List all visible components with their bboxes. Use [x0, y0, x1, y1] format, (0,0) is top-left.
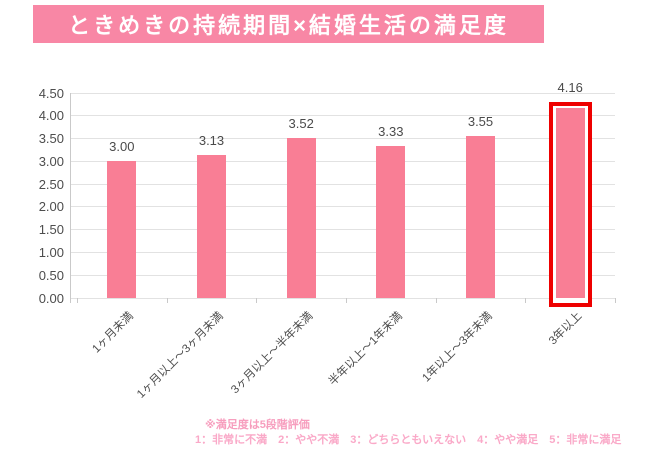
gridline-y [70, 92, 615, 94]
x-axis-tick [166, 298, 168, 303]
bar [107, 161, 137, 298]
y-axis-tick-label: 3.00 [38, 153, 64, 169]
x-axis-category-label: 1ヶ月以上〜3ヶ月未満 [135, 310, 226, 401]
y-axis-tick-label: 2.00 [38, 199, 64, 215]
gridline-y [70, 206, 615, 208]
bar-value-label: 3.13 [198, 133, 225, 149]
bar-value-label: 4.16 [557, 80, 583, 96]
x-axis-tick [77, 298, 78, 303]
bar [376, 146, 406, 298]
bar [555, 108, 585, 298]
x-axis-category-label: 1年以上〜3年未満 [420, 310, 495, 385]
bar-value-label: 3.52 [288, 115, 314, 131]
bar [197, 155, 226, 298]
chart-title: ときめきの持続期間×結婚生活の満足度 [68, 13, 509, 38]
x-axis-category-label: 3年以上 [547, 310, 585, 348]
bar [286, 137, 316, 298]
gridline-y [70, 251, 615, 253]
gridline-y [70, 160, 615, 162]
chart-title-banner: ときめきの持続期間×結婚生活の満足度 [33, 5, 544, 43]
y-axis-tick-label: 0.50 [38, 267, 64, 283]
y-axis-line [70, 93, 71, 303]
bar-value-label: 3.33 [378, 124, 404, 140]
bar [466, 136, 495, 298]
y-axis-tick-label: 1.50 [38, 222, 64, 238]
x-axis-tick [525, 298, 527, 303]
gridline-y [70, 183, 615, 185]
x-axis-tick [435, 298, 437, 303]
y-axis-tick-label: 1.00 [38, 244, 64, 260]
gridline-y [70, 297, 615, 299]
bar-value-label: 3.55 [467, 114, 494, 130]
x-axis-tick [615, 298, 616, 303]
y-axis-tick-label: 4.00 [38, 108, 64, 124]
x-axis-tick [256, 298, 258, 303]
footnote-scale-legend: 1：非常に不満 2：やや不満 3：どちらともいえない 4：やや満足 5：非常に満… [195, 434, 622, 446]
x-axis-tick [346, 298, 347, 303]
x-axis-category-label: 1ヶ月未満 [90, 310, 137, 356]
y-axis-tick-label: 0.00 [38, 290, 64, 306]
y-axis-tick-label: 2.50 [38, 176, 64, 192]
gridline-y [70, 115, 615, 117]
bar-value-label: 3.00 [109, 139, 135, 155]
gridline-y [70, 274, 615, 276]
gridline-y [70, 229, 615, 231]
footnote-scale-note: ※満足度は5段階評価 [205, 419, 310, 431]
x-axis-category-label: 3ヶ月以上〜半年未満 [229, 310, 316, 397]
y-axis-tick-label: 4.50 [38, 85, 64, 101]
gridline-y [70, 138, 615, 140]
y-axis-tick-label: 3.50 [38, 131, 64, 147]
x-axis-category-label: 半年以上〜1年未満 [327, 310, 406, 389]
